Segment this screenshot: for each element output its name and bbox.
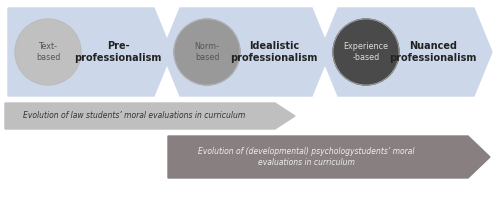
Text: Text-
based: Text- based: [36, 42, 60, 62]
Text: Idealistic
professionalism: Idealistic professionalism: [230, 41, 318, 63]
Circle shape: [174, 19, 240, 85]
Text: Evolution of law students’ moral evaluations in curriculum: Evolution of law students’ moral evaluat…: [24, 112, 246, 121]
Polygon shape: [8, 8, 172, 96]
Polygon shape: [320, 8, 492, 96]
Text: Evolution of (developmental) psychologystudents’ moral
evaluations in curriculum: Evolution of (developmental) psychologys…: [198, 147, 414, 167]
Polygon shape: [162, 8, 330, 96]
Text: Norm-
based: Norm- based: [194, 42, 220, 62]
Circle shape: [333, 19, 399, 85]
Circle shape: [15, 19, 81, 85]
Text: Nuanced
professionalism: Nuanced professionalism: [390, 41, 476, 63]
Polygon shape: [5, 103, 295, 129]
Text: Pre-
professionalism: Pre- professionalism: [74, 41, 162, 63]
Text: Experience
-based: Experience -based: [344, 42, 388, 62]
Polygon shape: [168, 136, 490, 178]
